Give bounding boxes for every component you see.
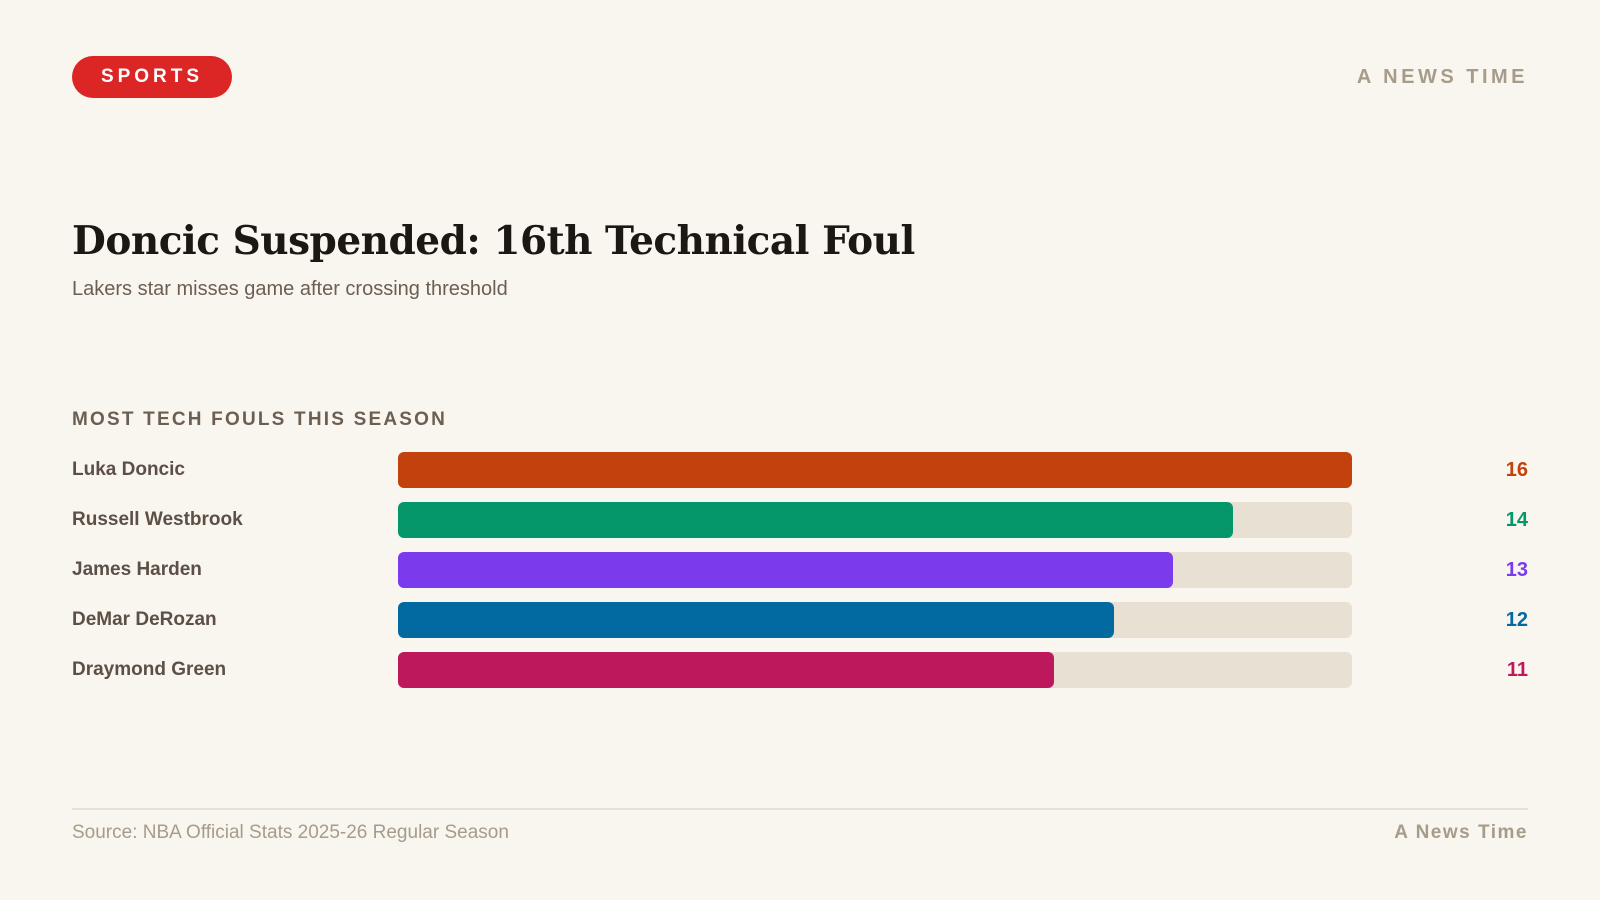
- category-label: Draymond Green: [72, 659, 227, 680]
- bar: [398, 452, 1352, 488]
- source-note: Source: NBA Official Stats 2025-26 Regul…: [72, 822, 509, 843]
- category-label: DeMar DeRozan: [72, 609, 217, 630]
- bar-row: James Harden 13: [72, 552, 1528, 588]
- bar: [398, 502, 1233, 538]
- brand-logo-text: A NEWS TIME: [1356, 66, 1528, 88]
- bar-track: [398, 502, 1352, 538]
- bar-row: Luka Doncic 16: [72, 452, 1528, 488]
- value-label: 14: [1505, 509, 1528, 531]
- value-label: 13: [1505, 559, 1528, 581]
- bar: [398, 552, 1174, 588]
- bar: [398, 602, 1114, 638]
- category-label: Luka Doncic: [72, 459, 185, 480]
- value-label: 12: [1505, 609, 1528, 631]
- bar-row: Russell Westbrook 14: [72, 502, 1528, 538]
- chart-title: MOST TECH FOULS THIS SEASON: [72, 409, 448, 430]
- value-label: 11: [1506, 659, 1528, 681]
- category-badge: SPORTS: [72, 56, 232, 98]
- bar-track: [398, 552, 1352, 588]
- bar-track: [398, 652, 1352, 688]
- bar-row: Draymond Green 11: [72, 652, 1528, 688]
- page-title: Doncic Suspended: 16th Technical Foul: [72, 218, 915, 264]
- bar-row: DeMar DeRozan 12: [72, 602, 1528, 638]
- bar-track: [398, 602, 1352, 638]
- value-label: 16: [1505, 459, 1528, 481]
- footer-brand: A News Time: [1394, 822, 1528, 843]
- bar: [398, 652, 1054, 688]
- bar-track: [398, 452, 1352, 488]
- category-label: James Harden: [72, 559, 202, 580]
- subtitle: Lakers star misses game after crossing t…: [72, 278, 508, 300]
- category-label: Russell Westbrook: [72, 509, 243, 530]
- footer-divider: [72, 808, 1528, 810]
